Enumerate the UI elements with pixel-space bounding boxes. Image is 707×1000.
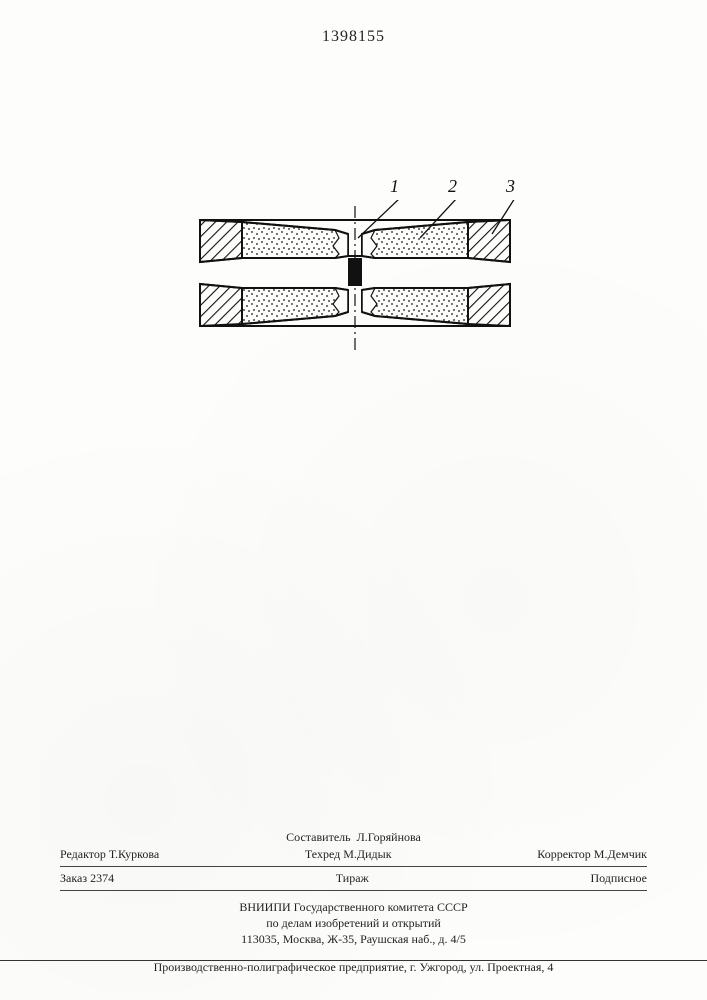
order-number: Заказ 2374 — [60, 871, 114, 886]
figure-label-3: 3 — [506, 176, 515, 197]
divider-2 — [60, 890, 647, 891]
subscribe-label: Подписное — [590, 871, 647, 886]
committee-line-2: по делам изобретений и открытий — [60, 915, 647, 931]
tirazh-label: Тираж — [336, 871, 369, 886]
compiler-name: Л.Горяйнова — [357, 830, 421, 845]
tech-editor: Техред М.Дидык — [305, 847, 392, 862]
committee-line-3: 113035, Москва, Ж-35, Раушская наб., д. … — [60, 931, 647, 947]
editor: Редактор Т.Куркова — [60, 847, 159, 862]
figure-label-2: 2 — [448, 176, 457, 197]
order-row: Заказ 2374 Тираж Подписное — [60, 871, 647, 886]
compiler-label: Составитель — [286, 830, 350, 845]
figure: 1 2 3 — [180, 200, 530, 380]
press-line: Производственно-полиграфическое предприя… — [0, 960, 707, 975]
proofreader: Корректор М.Демчик — [537, 847, 647, 862]
figure-label-1: 1 — [390, 176, 399, 197]
credits-block: Составитель Л.Горяйнова Редактор Т.Курко… — [60, 830, 647, 948]
document-number: 1398155 — [0, 28, 707, 46]
center-block — [348, 258, 362, 286]
committee-line-1: ВНИИПИ Государственного комитета СССР — [60, 899, 647, 915]
figure-svg — [180, 200, 530, 380]
page: 1398155 — [0, 0, 707, 1000]
divider-1 — [60, 866, 647, 867]
committee-block: ВНИИПИ Государственного комитета СССР по… — [60, 899, 647, 948]
